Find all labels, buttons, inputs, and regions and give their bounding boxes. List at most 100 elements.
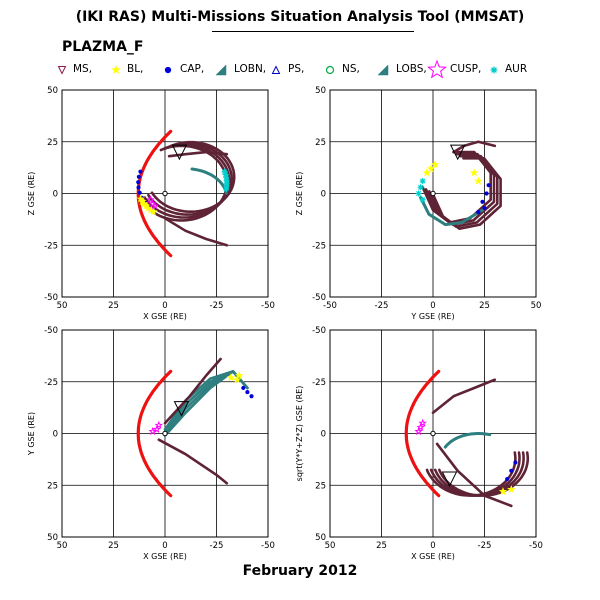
cap-marker	[513, 460, 518, 465]
bl-marker	[430, 160, 440, 169]
y-tick-label: 0	[53, 190, 58, 200]
page-title: (IKI RAS) Multi-Missions Situation Analy…	[75, 9, 525, 25]
bl-marker	[469, 168, 479, 177]
aurora-marker	[222, 171, 229, 178]
legend-marker-ms	[57, 66, 67, 75]
y-tick-label: -50	[44, 326, 58, 336]
y-tick-label: 50	[315, 86, 326, 96]
y-tick-label: 25	[47, 481, 58, 491]
bl-marker	[232, 375, 242, 384]
legend-label-ns: NS,	[342, 63, 360, 75]
y-tick-label: 50	[47, 86, 58, 96]
legend-label-ms: MS,	[73, 63, 92, 75]
x-tick-label: 25	[376, 541, 387, 551]
x-axis-label: X GSE (RE)	[143, 312, 187, 321]
lobe-track	[443, 432, 492, 449]
orbit-track	[157, 438, 229, 485]
cap-marker	[136, 185, 141, 190]
legend-marker-cusp	[427, 59, 447, 79]
y-tick-label: 50	[315, 533, 326, 543]
aurora-marker	[419, 196, 426, 203]
legend-marker-lobs	[377, 64, 389, 76]
magnetopause-curve	[404, 369, 441, 498]
ms-marker	[171, 144, 188, 161]
y-axis-label: Z GSE (RE)	[295, 172, 304, 216]
x-tick-label: 0	[430, 541, 435, 551]
mission-name: PLAZMA_F	[62, 39, 144, 55]
cap-marker	[136, 174, 141, 179]
orbit-track	[163, 357, 222, 425]
earth-marker	[430, 190, 436, 197]
x-tick-label: -25	[375, 301, 389, 311]
date-label: February 2012	[242, 563, 358, 579]
bl-marker	[136, 194, 145, 203]
legend-marker-lobn	[215, 64, 227, 76]
y-axis-label: Z GSE (RE)	[27, 172, 36, 216]
orbit-track	[431, 378, 497, 415]
x-tick-label: 0	[162, 301, 167, 311]
legend-marker-ps	[271, 65, 281, 74]
aurora-marker	[221, 168, 228, 175]
x-tick-label: -50	[261, 541, 275, 551]
x-axis-label: Y GSE (RE)	[410, 312, 454, 321]
aurora-marker	[223, 185, 230, 192]
bl-marker	[426, 164, 436, 173]
x-tick-label: 25	[108, 301, 119, 311]
orbit-track	[435, 442, 513, 508]
cusp-marker	[150, 201, 159, 210]
y-tick-label: -25	[44, 241, 58, 251]
cap-marker	[136, 180, 141, 185]
y-tick-label: 0	[321, 190, 326, 200]
cap-marker	[509, 468, 514, 473]
y-tick-label: 25	[47, 138, 58, 148]
legend-label-lobs: LOBS,	[396, 63, 427, 75]
x-tick-label: 50	[531, 301, 542, 311]
bl-marker	[507, 484, 516, 493]
cap-marker	[476, 210, 481, 215]
legend-label-ps: PS,	[288, 63, 304, 75]
y-tick-label: -50	[312, 326, 326, 336]
cap-marker	[245, 390, 250, 395]
x-tick-label: -50	[529, 541, 543, 551]
bl-marker	[474, 176, 483, 185]
legend-label-cusp: CUSP,	[450, 63, 481, 75]
y-tick-label: 25	[315, 481, 326, 491]
cap-marker	[480, 199, 485, 204]
cusp-marker	[414, 426, 423, 436]
legend-label-cap: CAP,	[180, 63, 204, 75]
ms-marker	[441, 471, 458, 488]
bl-marker	[422, 168, 432, 177]
y-tick-label: -50	[312, 293, 326, 303]
lobe-track	[419, 196, 484, 227]
x-tick-label: -25	[210, 541, 224, 551]
x-tick-label: -25	[478, 541, 492, 551]
earth-marker	[162, 190, 168, 197]
legend-label-aur: AUR	[505, 63, 527, 75]
y-axis-label: Y GSE (RE)	[27, 412, 36, 456]
x-tick-label: 25	[479, 301, 490, 311]
x-tick-label: 50	[57, 301, 68, 311]
cap-marker	[484, 191, 489, 196]
legend-marker-bl	[111, 65, 121, 74]
x-axis-label: X GSE (RE)	[143, 552, 187, 561]
y-axis-label: sqrt(Y*Y+Z*Z) GSE (RE)	[295, 386, 304, 482]
earth-marker	[162, 430, 168, 437]
cap-marker	[138, 169, 143, 174]
y-tick-label: -50	[44, 293, 58, 303]
cusp-marker	[416, 422, 425, 431]
title-underline	[212, 31, 414, 32]
earth-marker	[430, 430, 436, 437]
legend-label-lobn: LOBN,	[234, 63, 266, 75]
legend-label-bl: BL,	[127, 63, 143, 75]
aurora-marker	[415, 190, 422, 197]
x-tick-label: 0	[162, 541, 167, 551]
x-tick-label: 50	[325, 541, 336, 551]
y-tick-label: -25	[312, 378, 326, 388]
x-tick-label: 50	[57, 541, 68, 551]
orbit-track	[150, 140, 236, 213]
y-tick-label: 25	[315, 138, 326, 148]
x-tick-label: 0	[430, 301, 435, 311]
orbit-track	[452, 140, 497, 154]
y-tick-label: 0	[321, 430, 326, 440]
